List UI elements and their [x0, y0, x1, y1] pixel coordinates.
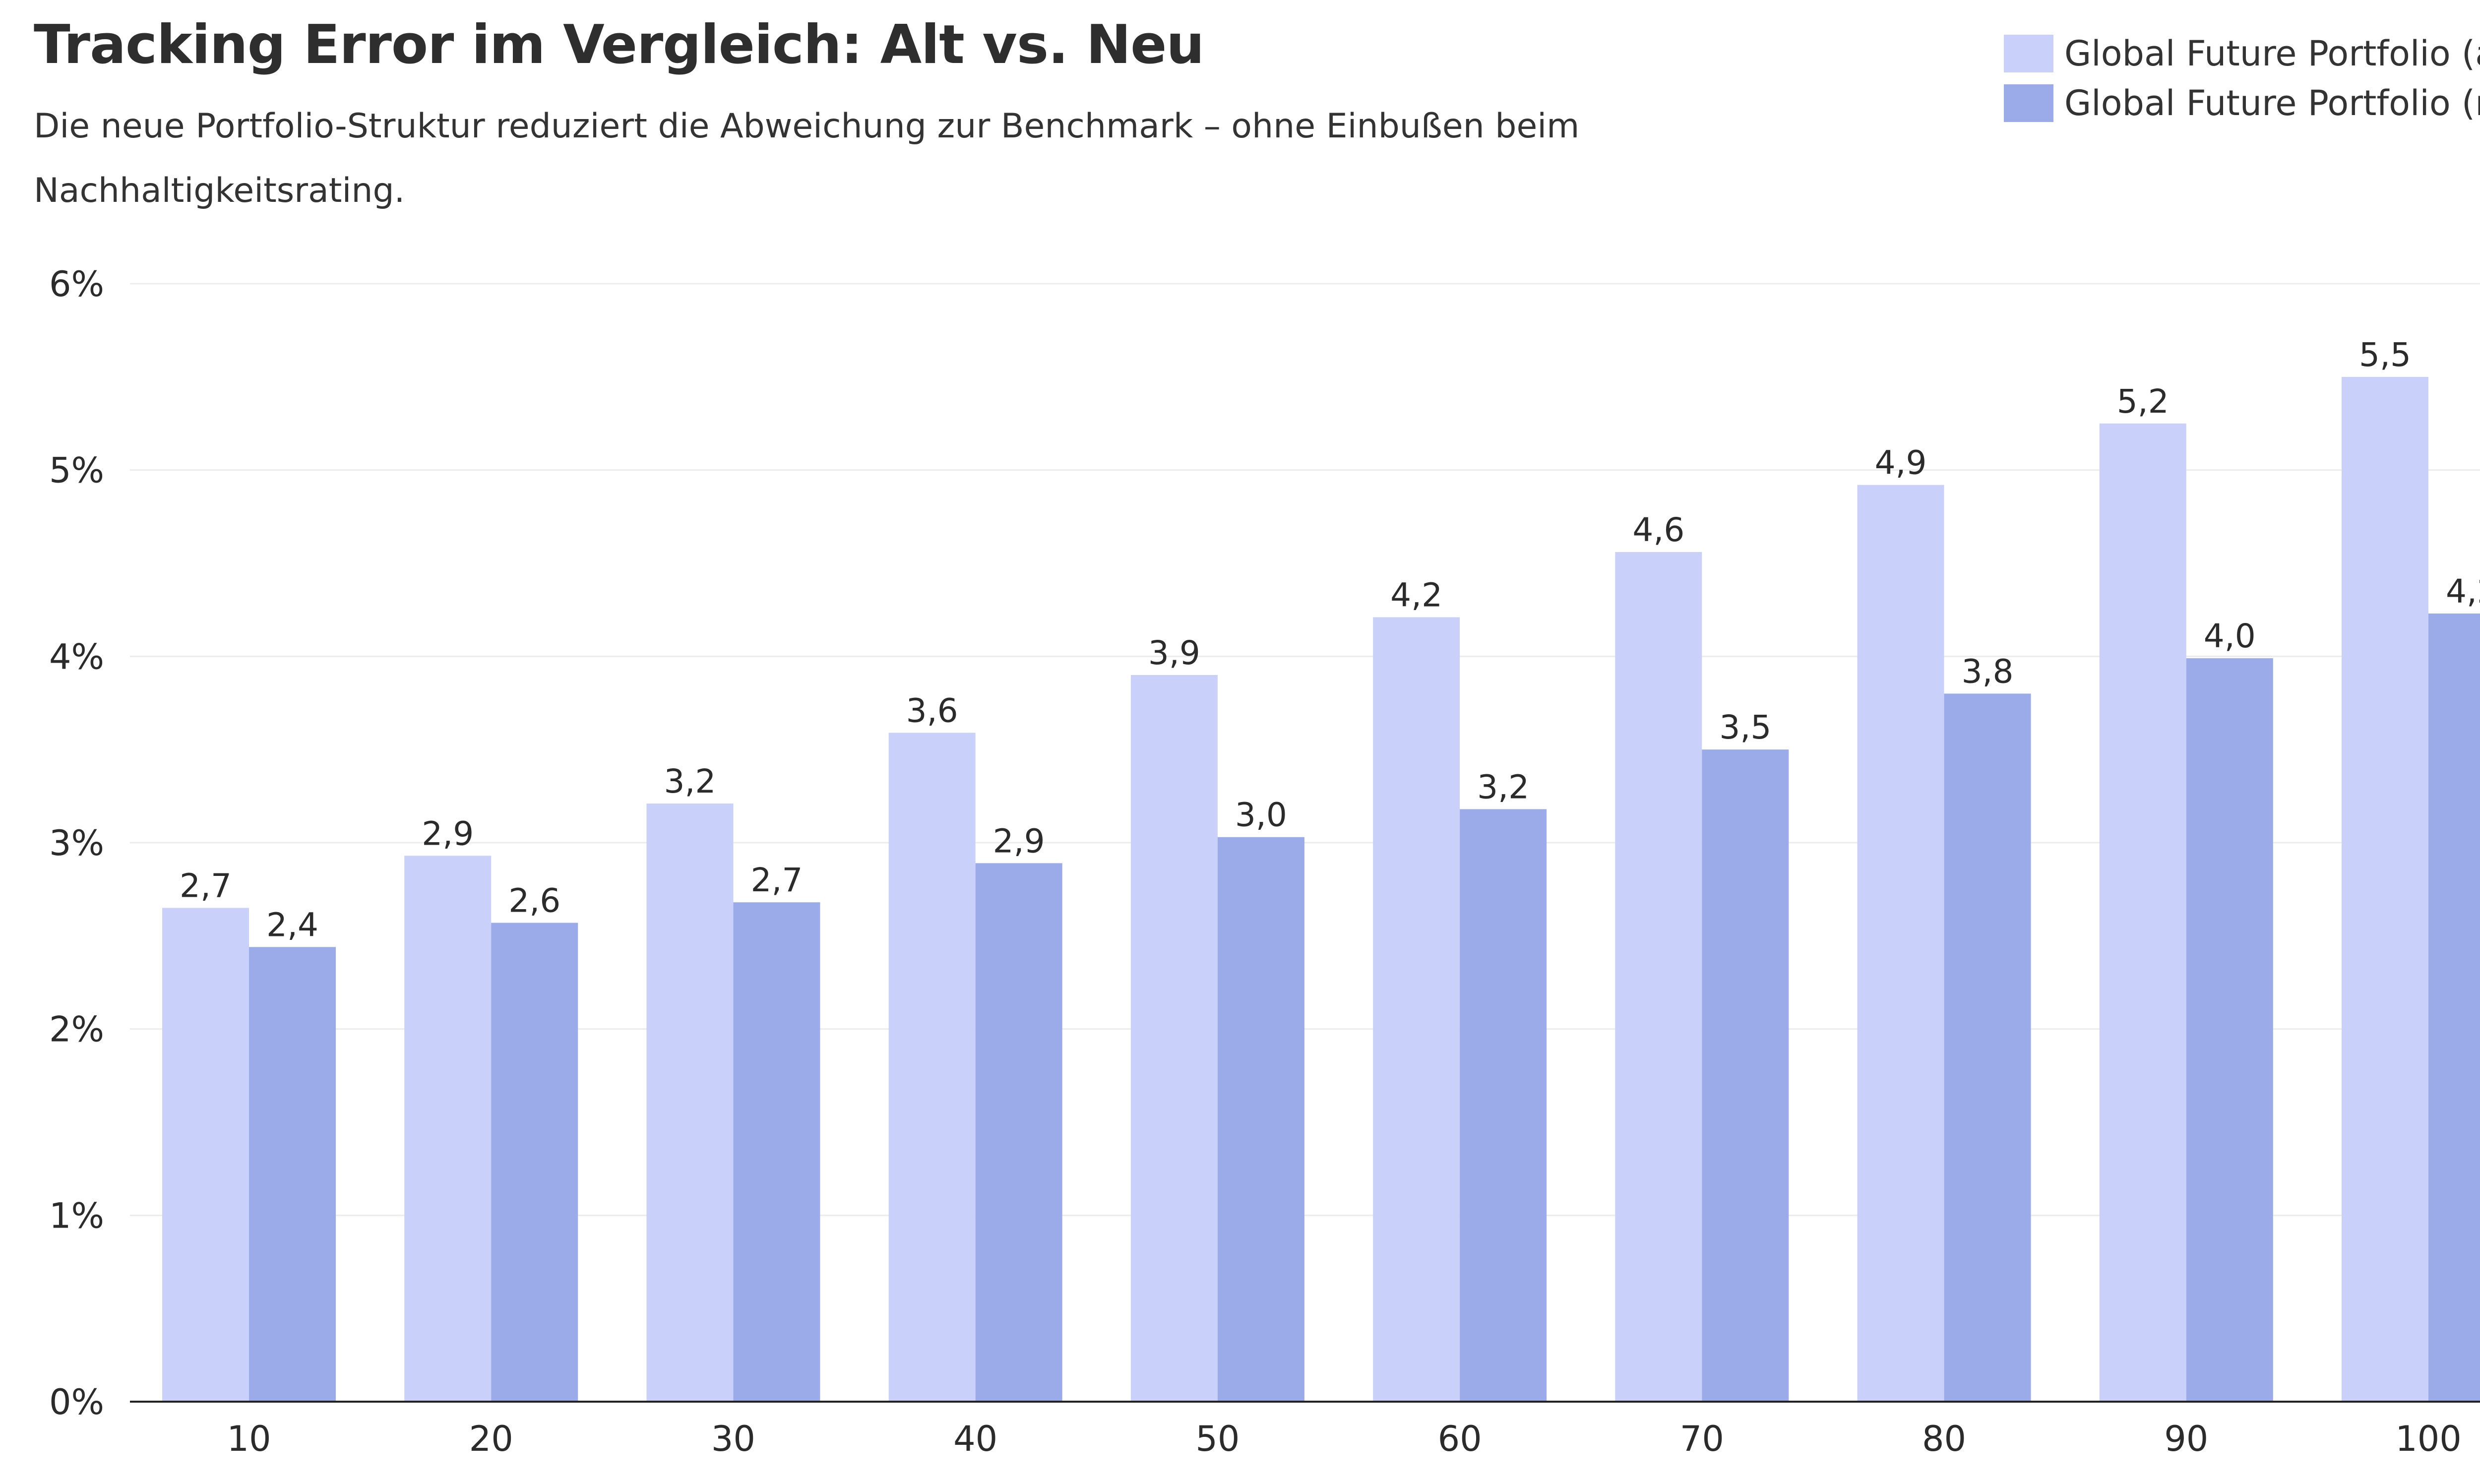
data-label-alt: 3,6: [906, 691, 958, 730]
bar-neu: [2428, 613, 2480, 1402]
data-label-neu: 3,8: [1962, 652, 2014, 690]
chart-legend: Global Future Portfolio (alt) Global Fut…: [2004, 29, 2480, 128]
legend-label-neu: Global Future Portfolio (neu): [2064, 83, 2480, 124]
data-label-alt: 5,5: [2359, 336, 2411, 374]
bar-alt: [162, 908, 249, 1402]
data-label-neu: 3,5: [1719, 708, 1771, 746]
x-tick-label: 60: [1438, 1419, 1482, 1459]
x-tick-label: 70: [1680, 1419, 1724, 1459]
bar-neu: [249, 947, 336, 1402]
data-labels: 2,7 2,4 2,9 2,6 3,2 2,7 3,6 2,9 3,9 3,0 4,2 3,2 4,6 3…: [180, 336, 2480, 944]
bar-neu: [733, 902, 820, 1402]
bar-alt: [1373, 617, 1460, 1402]
bar-neu: [1944, 693, 2031, 1402]
x-tick-label: 80: [1922, 1419, 1966, 1459]
data-label-neu: 2,9: [993, 822, 1045, 860]
bar-alt: [1857, 485, 1944, 1402]
bar-alt: [2099, 423, 2186, 1402]
data-label-alt: 4,2: [1390, 576, 1442, 614]
x-tick-label: 20: [469, 1419, 513, 1459]
data-label-neu: 2,6: [508, 882, 560, 920]
data-label-alt: 3,2: [664, 762, 716, 801]
bar-alt: [404, 856, 492, 1402]
bar-neu: [975, 863, 1062, 1402]
data-label-neu: 2,4: [266, 906, 318, 944]
bar-alt: [888, 733, 976, 1402]
y-tick-label: 3%: [49, 823, 104, 864]
legend-swatch-alt: [2004, 35, 2053, 72]
data-label-neu: 4,0: [2204, 617, 2256, 655]
data-label-neu: 3,2: [1477, 768, 1529, 806]
x-tick-label: 90: [2164, 1419, 2208, 1459]
data-label-alt: 3,9: [1148, 634, 1200, 672]
data-label-alt: 5,2: [2117, 382, 2169, 421]
y-tick-label: 2%: [49, 1009, 104, 1050]
bar-neu: [1460, 809, 1547, 1402]
bar-neu: [1217, 837, 1304, 1402]
legend-label-alt: Global Future Portfolio (alt): [2064, 33, 2480, 74]
bar-alt: [2342, 376, 2428, 1402]
bar-neu: [491, 923, 578, 1402]
legend-item-neu: Global Future Portfolio (neu): [2004, 78, 2480, 128]
data-label-neu: 3,0: [1235, 796, 1287, 834]
y-tick-label: 0%: [49, 1382, 104, 1422]
y-tick-label: 6%: [49, 264, 104, 305]
chart-title: Tracking Error im Vergleich: Alt vs. Neu: [34, 14, 1204, 76]
x-tick-label: 100: [2395, 1419, 2462, 1459]
x-tick-label: 30: [711, 1419, 755, 1459]
data-label-alt: 4,9: [1875, 444, 1927, 482]
bar-neu: [1702, 749, 1789, 1402]
data-label-alt: 2,9: [422, 814, 474, 853]
data-label-neu: 4,2: [2446, 572, 2480, 611]
data-label-alt: 2,7: [180, 866, 232, 905]
y-tick-label: 5%: [49, 450, 104, 491]
y-axis-ticks: 0% 1% 2% 3% 4% 5% 6%: [49, 264, 104, 1422]
bar-alt: [1130, 675, 1218, 1402]
legend-swatch-neu: [2004, 84, 2053, 122]
bar-alt: [1615, 552, 1702, 1402]
chart-subtitle: Die neue Portfolio-Struktur reduziert di…: [34, 107, 1580, 210]
data-label-neu: 2,7: [750, 861, 803, 899]
x-axis-ticks: 10 20 30 40 50 60 70 80 90 100: [227, 1419, 2461, 1459]
bar-neu: [2186, 658, 2273, 1402]
bar-alt: [646, 804, 734, 1402]
bars: [162, 376, 2480, 1402]
legend-item-alt: Global Future Portfolio (alt): [2004, 29, 2480, 78]
y-tick-label: 1%: [49, 1195, 104, 1236]
x-tick-label: 40: [953, 1419, 997, 1459]
x-tick-label: 10: [227, 1419, 271, 1459]
y-tick-label: 4%: [49, 636, 104, 677]
x-tick-label: 50: [1195, 1419, 1240, 1459]
data-label-alt: 4,6: [1632, 511, 1684, 549]
